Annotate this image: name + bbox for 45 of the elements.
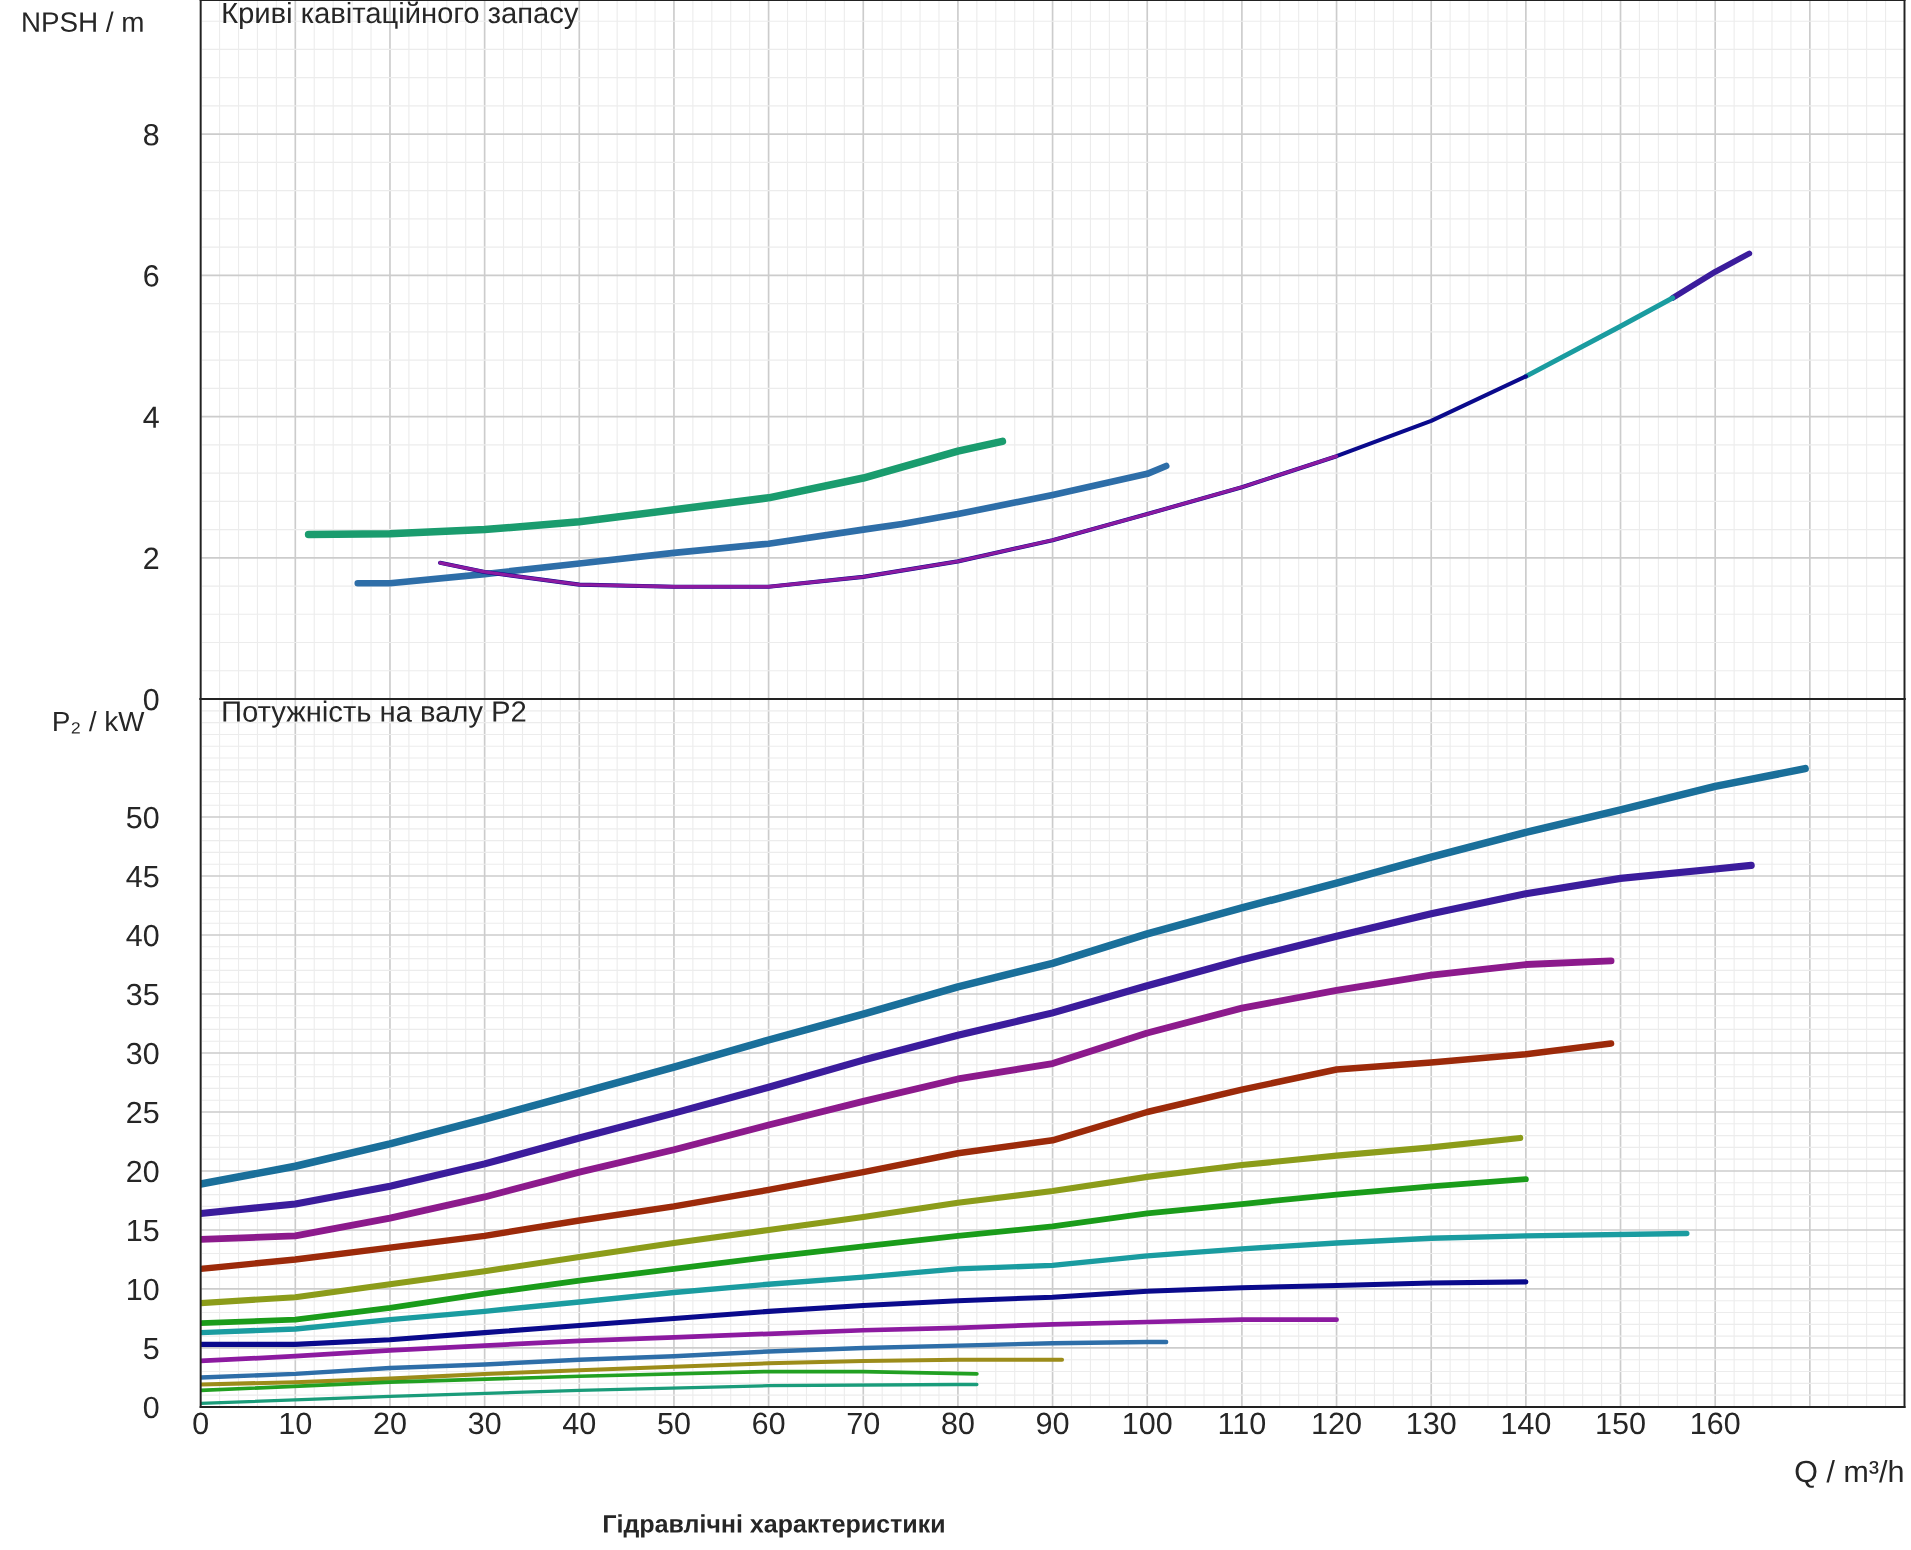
x-tick-label: 10 [280, 1412, 312, 1435]
y-tick-label: 50 [126, 806, 159, 829]
x-tick-label: 50 [658, 1412, 690, 1435]
x-tick-label: 110 [1219, 1412, 1266, 1435]
y-axis-title: NPSH / m [23, 11, 143, 32]
y-tick-label: 0 [143, 688, 159, 711]
y-axis-title: P₂ / kW [54, 710, 145, 734]
x-axis-title: Q / m³/h [1795, 1459, 1903, 1488]
x-tick-label: 70 [847, 1412, 880, 1435]
x-tick-label: 100 [1124, 1412, 1172, 1435]
line-series [200, 1357, 1065, 1387]
text: Гідравлічні характеристики [604, 1514, 944, 1538]
y-tick-label: 6 [144, 265, 159, 287]
x-tick-label: 0 [193, 1412, 208, 1435]
y-tick-label: 20 [127, 1160, 159, 1183]
x-tick-label: 80 [942, 1412, 974, 1435]
x-tick-label: 120 [1313, 1412, 1361, 1435]
x-tick-label: 150 [1597, 1412, 1645, 1435]
y-tick-label: 15 [128, 1220, 159, 1242]
line-series [200, 1369, 979, 1393]
y-tick-label: 45 [126, 866, 159, 888]
x-tick-label: 60 [753, 1412, 785, 1435]
x-tick-label: 20 [374, 1412, 406, 1435]
y-tick-label: 5 [143, 1337, 159, 1360]
y-tick-label: 0 [143, 1396, 159, 1419]
y-tick-label: 4 [143, 406, 159, 428]
x-tick-label: 40 [563, 1412, 596, 1435]
chart-title: Потужність на валу P2 [223, 700, 526, 728]
x-tick-label: 160 [1692, 1412, 1740, 1435]
y-tick-label: 8 [144, 123, 159, 146]
y-tick-label: 40 [126, 924, 159, 947]
y-tick-label: 35 [126, 983, 159, 1006]
x-tick-label: 130 [1408, 1412, 1456, 1435]
chart-title: Криві кавітаційного запасу [223, 1, 579, 30]
y-tick-label: 30 [126, 1042, 159, 1065]
y-tick-label: 25 [127, 1101, 159, 1124]
line-series [438, 454, 1339, 589]
line-series [200, 1317, 1339, 1364]
x-tick-label: 90 [1037, 1412, 1069, 1435]
x-tick-label: 30 [468, 1412, 501, 1435]
x-tick-label: 140 [1502, 1412, 1551, 1435]
line-series [200, 1382, 979, 1406]
line-series [200, 1339, 1169, 1380]
y-tick-label: 2 [144, 547, 159, 569]
y-tick-label: 10 [128, 1278, 159, 1301]
